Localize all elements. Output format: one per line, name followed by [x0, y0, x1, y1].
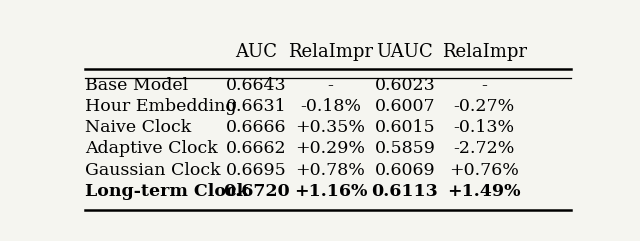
Text: 0.6695: 0.6695: [226, 162, 287, 179]
Text: 0.6666: 0.6666: [226, 119, 286, 136]
Text: RelaImpr: RelaImpr: [442, 43, 527, 61]
Text: -2.72%: -2.72%: [454, 141, 515, 157]
Text: +1.16%: +1.16%: [294, 183, 367, 200]
Text: -0.27%: -0.27%: [454, 98, 515, 115]
Text: Gaussian Clock: Gaussian Clock: [85, 162, 221, 179]
Text: 0.6069: 0.6069: [374, 162, 435, 179]
Text: Base Model: Base Model: [85, 77, 188, 94]
Text: Long-term Clock: Long-term Clock: [85, 183, 249, 200]
Text: RelaImpr: RelaImpr: [288, 43, 373, 61]
Text: +0.35%: +0.35%: [296, 119, 365, 136]
Text: Hour Embedding: Hour Embedding: [85, 98, 236, 115]
Text: +0.29%: +0.29%: [296, 141, 365, 157]
Text: UAUC: UAUC: [376, 43, 433, 61]
Text: +1.49%: +1.49%: [447, 183, 521, 200]
Text: +0.76%: +0.76%: [449, 162, 519, 179]
Text: +0.78%: +0.78%: [296, 162, 365, 179]
Text: 0.5859: 0.5859: [374, 141, 435, 157]
Text: -0.18%: -0.18%: [300, 98, 361, 115]
Text: 0.6631: 0.6631: [226, 98, 286, 115]
Text: 0.6643: 0.6643: [226, 77, 286, 94]
Text: 0.6662: 0.6662: [226, 141, 286, 157]
Text: 0.6023: 0.6023: [374, 77, 435, 94]
Text: 0.6113: 0.6113: [371, 183, 438, 200]
Text: -: -: [481, 77, 487, 94]
Text: AUC: AUC: [235, 43, 277, 61]
Text: -: -: [328, 77, 333, 94]
Text: -0.13%: -0.13%: [454, 119, 515, 136]
Text: 0.6015: 0.6015: [374, 119, 435, 136]
Text: Naive Clock: Naive Clock: [85, 119, 191, 136]
Text: 0.6007: 0.6007: [374, 98, 435, 115]
Text: 0.6720: 0.6720: [223, 183, 289, 200]
Text: Adaptive Clock: Adaptive Clock: [85, 141, 218, 157]
